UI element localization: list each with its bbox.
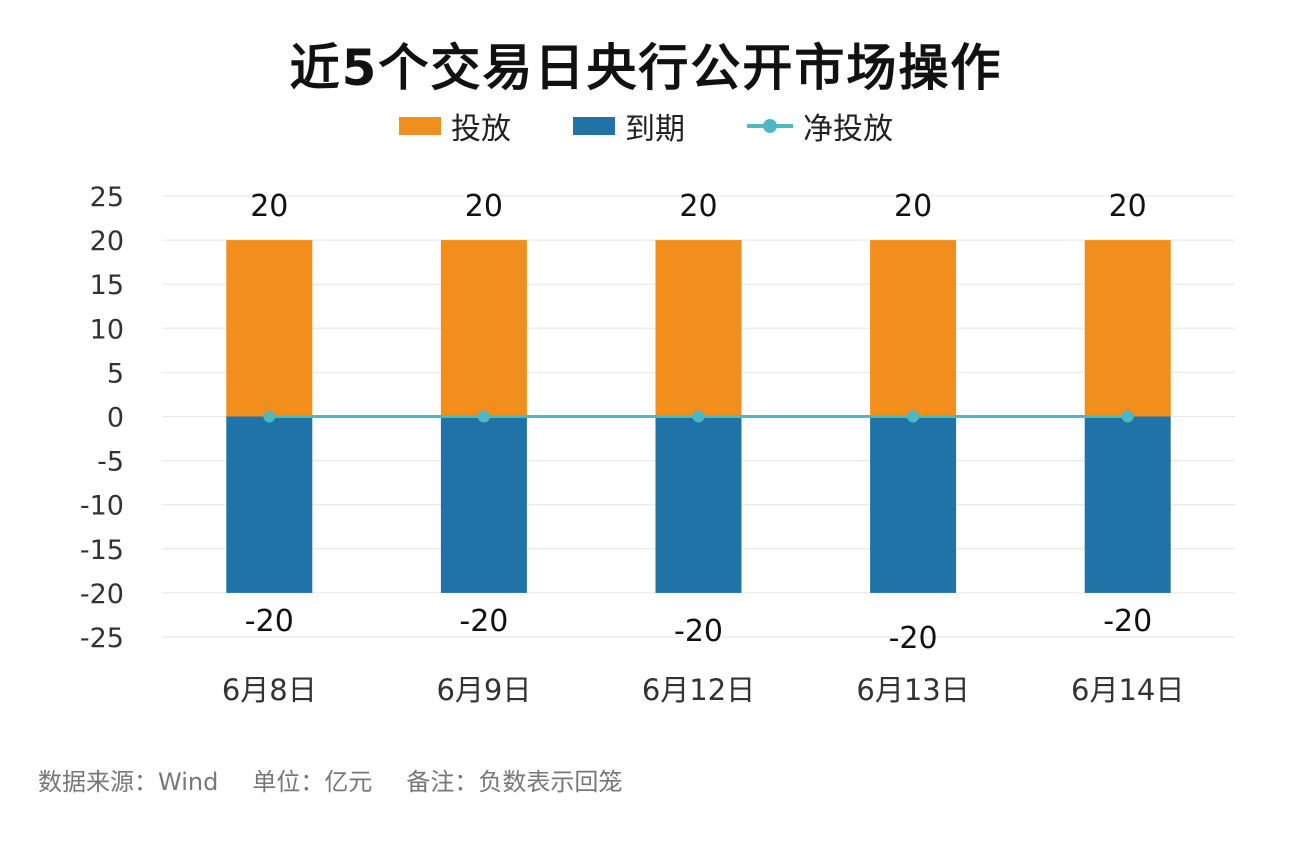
y-tick-label: -20 — [80, 579, 124, 610]
legend-item-net: 净投放 — [747, 104, 893, 148]
data-label-maturity: -20 — [889, 621, 938, 656]
bar-release — [870, 240, 957, 417]
y-tick-label: 20 — [90, 226, 124, 257]
bar-maturity — [226, 416, 313, 593]
legend-label-release: 投放 — [451, 112, 511, 147]
data-label-release: 20 — [250, 189, 288, 224]
footer: 数据来源：Wind 单位：亿元 备注：负数表示回笼 — [38, 762, 656, 797]
footer-unit: 单位：亿元 — [252, 768, 373, 796]
y-tick-label: -10 — [80, 491, 124, 522]
bar-release — [1084, 240, 1171, 417]
net-point — [1121, 410, 1134, 423]
data-label-maturity: -20 — [1103, 604, 1152, 639]
bar-release — [226, 240, 313, 417]
bar-release — [655, 240, 742, 417]
bar-maturity — [870, 416, 957, 593]
net-point — [692, 410, 705, 423]
data-label-release: 20 — [1109, 189, 1147, 224]
data-label-release: 20 — [679, 189, 717, 224]
data-label-release: 20 — [894, 189, 932, 224]
data-label-maturity: -20 — [245, 604, 294, 639]
y-tick-label: 0 — [107, 403, 124, 434]
legend-swatch-net — [747, 117, 793, 135]
net-point — [263, 410, 276, 423]
y-tick-label: -5 — [97, 447, 124, 478]
x-category-label: 6月13日 — [856, 673, 969, 707]
y-tick-label: -15 — [80, 535, 124, 566]
legend-item-maturity: 到期 — [573, 104, 685, 148]
net-point — [477, 410, 490, 423]
y-tick-label: 10 — [90, 314, 124, 345]
legend: 投放 到期 净投放 — [0, 104, 1292, 148]
footer-note: 备注：负数表示回笼 — [406, 768, 623, 796]
y-tick-label: 15 — [90, 270, 124, 301]
net-point — [907, 410, 920, 423]
x-category-label: 6月8日 — [222, 673, 317, 707]
legend-item-release: 投放 — [399, 104, 511, 148]
footer-source: 数据来源：Wind — [38, 768, 219, 796]
bar-maturity — [1084, 416, 1171, 593]
chart-title: 近5个交易日央行公开市场操作 — [289, 39, 1003, 97]
y-tick-label: 5 — [107, 358, 124, 389]
bar-maturity — [655, 416, 742, 593]
data-label-release: 20 — [465, 189, 503, 224]
legend-label-net: 净投放 — [803, 112, 893, 147]
x-category-label: 6月9日 — [436, 673, 531, 707]
x-category-label: 6月14日 — [1071, 673, 1184, 707]
legend-label-maturity: 到期 — [625, 112, 685, 147]
data-label-maturity: -20 — [674, 614, 723, 649]
y-tick-label: 25 — [90, 182, 124, 213]
bar-release — [440, 240, 527, 417]
y-tick-label: -25 — [80, 623, 124, 654]
legend-swatch-release — [399, 117, 441, 135]
legend-swatch-maturity — [573, 117, 615, 135]
x-category-label: 6月12日 — [642, 673, 755, 707]
data-label-maturity: -20 — [459, 604, 508, 639]
chart-plot: 25 20 15 10 5 0 -5 -10 -15 -20 -25 20 20 20 20 20 -20 -20… — [80, 182, 1235, 707]
bar-maturity — [440, 416, 527, 593]
